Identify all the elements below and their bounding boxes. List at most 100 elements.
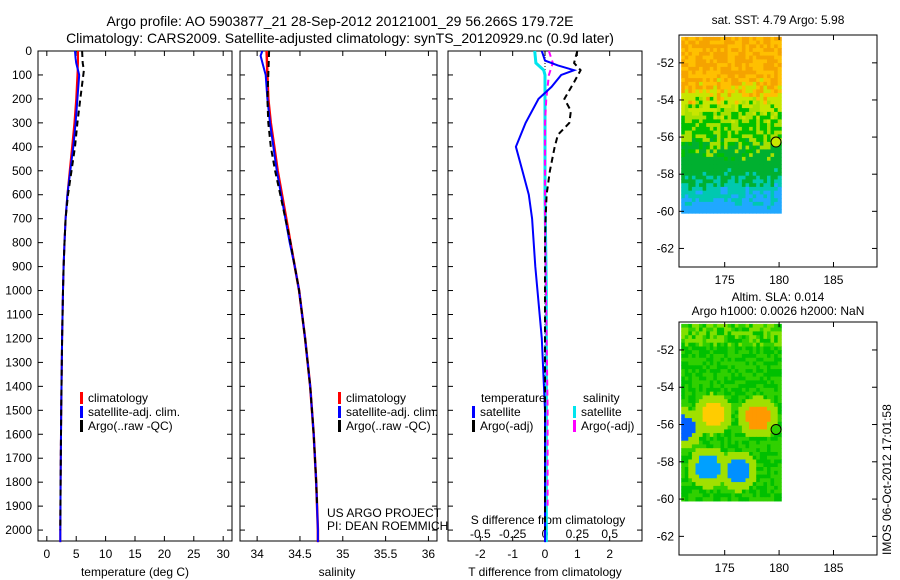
heatmap-cell xyxy=(767,85,772,90)
heatmap-cell xyxy=(774,171,779,177)
heatmap-cell xyxy=(716,361,721,366)
heatmap-cell xyxy=(759,497,764,502)
heatmap-cell xyxy=(749,168,754,173)
heatmap-cell xyxy=(763,59,768,64)
heatmap-cell xyxy=(731,448,736,453)
heatmap-cell xyxy=(688,365,693,370)
heatmap-cell xyxy=(713,70,718,75)
heatmap-cell xyxy=(749,51,754,57)
heatmap-cell xyxy=(688,89,693,94)
heatmap-cell xyxy=(699,406,704,412)
heatmap-cell xyxy=(702,467,707,472)
heatmap-cell xyxy=(767,171,772,177)
heatmap-cell xyxy=(709,100,714,105)
heatmap-cell xyxy=(738,365,743,370)
heatmap-cell xyxy=(724,66,729,72)
heatmap-cell xyxy=(734,338,739,344)
heatmap-cell xyxy=(709,433,714,438)
heatmap-cell xyxy=(709,331,714,336)
heatmap-cell xyxy=(681,421,686,427)
heatmap-cell xyxy=(738,198,743,203)
heatmap-cell xyxy=(684,414,689,419)
heatmap-cell xyxy=(777,96,782,102)
heatmap-cell xyxy=(731,372,736,378)
heatmap-cell xyxy=(716,425,721,430)
heatmap-cell xyxy=(688,350,693,355)
heatmap-cell xyxy=(763,160,768,165)
heatmap-cell xyxy=(745,376,750,381)
heatmap-cell xyxy=(720,323,725,329)
heatmap-cell xyxy=(688,463,693,468)
heatmap-cell xyxy=(767,384,772,389)
heatmap-cell xyxy=(767,134,772,139)
heatmap-cell xyxy=(720,108,725,113)
heatmap-cell xyxy=(777,418,782,423)
heatmap-cell xyxy=(741,201,746,207)
heatmap-cell xyxy=(720,160,725,165)
heatmap-cell xyxy=(759,354,764,359)
heatmap-cell xyxy=(709,497,714,502)
y-tick-label: 1100 xyxy=(6,307,32,321)
heatmap-cell xyxy=(749,493,754,498)
heatmap-cell xyxy=(749,134,754,139)
heatmap-cell xyxy=(681,429,686,434)
heatmap-cell xyxy=(713,342,718,347)
heatmap-cell xyxy=(731,100,736,105)
heatmap-cell xyxy=(724,59,729,64)
heatmap-cell xyxy=(720,482,725,487)
x-tick-label: -2 xyxy=(475,547,486,561)
heatmap-cell xyxy=(749,138,754,143)
heatmap-cell xyxy=(759,342,764,347)
heatmap-cell xyxy=(759,205,764,210)
heatmap-cell xyxy=(759,44,764,49)
heatmap-cell xyxy=(695,391,700,396)
heatmap-cell xyxy=(745,418,750,423)
heatmap-cell xyxy=(713,418,718,423)
heatmap-cell xyxy=(777,149,782,154)
heatmap-cell xyxy=(763,357,768,363)
heatmap-cell xyxy=(695,440,700,445)
y-tick-label: 1400 xyxy=(5,379,32,393)
heatmap-cell xyxy=(720,455,725,460)
heatmap-cell xyxy=(759,186,764,192)
heatmap-cell xyxy=(752,111,757,117)
heatmap-cell xyxy=(716,455,721,460)
heatmap-cell xyxy=(724,421,729,427)
heatmap-cell xyxy=(702,459,707,464)
heatmap-cell xyxy=(734,186,739,192)
heatmap-cell xyxy=(713,467,718,472)
heatmap-cell xyxy=(738,153,743,158)
heatmap-cell xyxy=(767,74,772,79)
heatmap-cell xyxy=(741,138,746,143)
heatmap-cell xyxy=(681,470,686,476)
heatmap-cell xyxy=(756,93,761,98)
heatmap-cell xyxy=(724,89,729,94)
heatmap-cell xyxy=(713,459,718,464)
heatmap-cell xyxy=(706,474,711,479)
heatmap-cell xyxy=(749,335,754,340)
heatmap-cell xyxy=(767,395,772,400)
heatmap-cell xyxy=(724,323,729,329)
heatmap-cell xyxy=(699,384,704,389)
heatmap-cell xyxy=(774,497,779,502)
heatmap-cell xyxy=(767,104,772,109)
heatmap-cell xyxy=(688,357,693,363)
heatmap-cell xyxy=(756,478,761,483)
heatmap-cell xyxy=(763,399,768,404)
heatmap-cell xyxy=(681,323,686,329)
heatmap-cell xyxy=(759,111,764,117)
heatmap-cell xyxy=(681,198,686,203)
heatmap-cell xyxy=(681,194,686,199)
heatmap-cell xyxy=(756,179,761,184)
x-tick-label: 0 xyxy=(542,547,549,561)
heatmap-cell xyxy=(691,190,696,195)
heatmap-cell xyxy=(713,387,718,393)
heatmap-cell xyxy=(741,421,746,427)
heatmap-cell xyxy=(738,478,743,483)
heatmap-cell xyxy=(706,78,711,83)
heatmap-cell xyxy=(767,372,772,378)
heatmap-cell xyxy=(716,85,721,90)
heatmap-cell xyxy=(688,433,693,438)
heatmap-cell xyxy=(756,369,761,374)
heatmap-cell xyxy=(702,361,707,366)
